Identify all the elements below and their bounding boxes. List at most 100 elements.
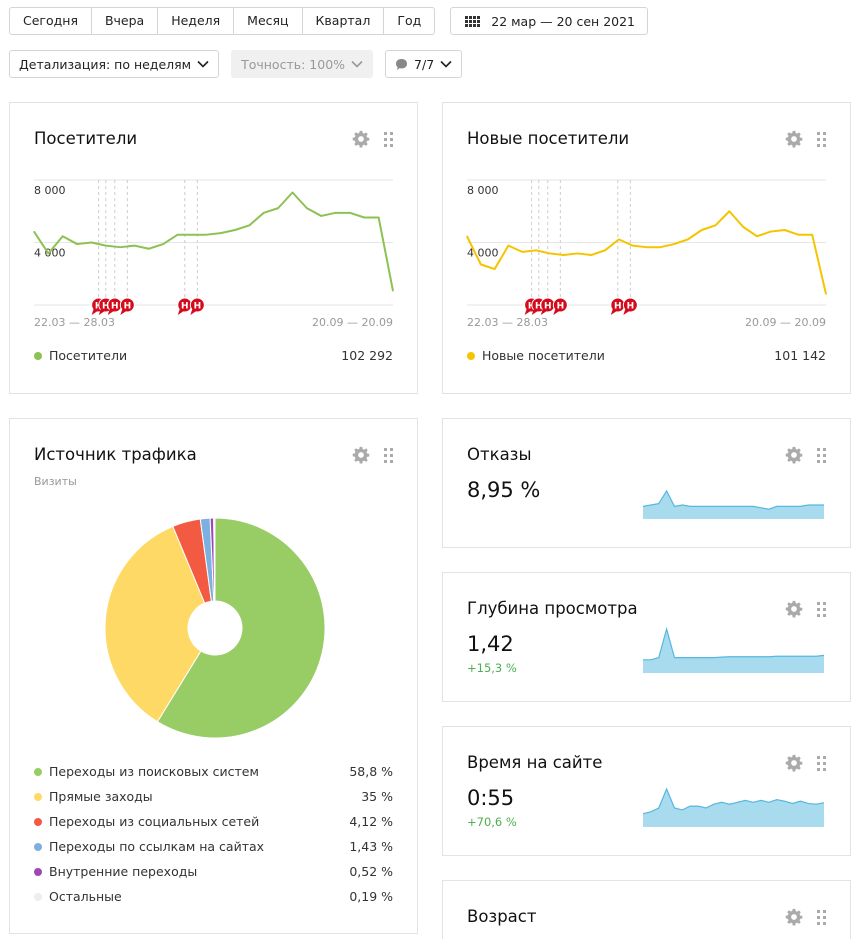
- annotation-marker[interactable]: Н: [610, 297, 626, 315]
- data-point: [770, 230, 772, 233]
- traffic-source-card: Источник трафика Визиты Переходы из поис…: [9, 418, 418, 934]
- data-point: [507, 245, 510, 247]
- legend-dot: [34, 767, 42, 776]
- svg-text:Н: Н: [544, 302, 552, 312]
- gear-icon[interactable]: [785, 446, 803, 464]
- svg-text:Н: Н: [181, 302, 189, 312]
- drag-handle-icon[interactable]: [817, 755, 826, 771]
- drag-handle-icon[interactable]: [384, 131, 393, 147]
- gear-icon[interactable]: [785, 754, 803, 772]
- detail-dropdown[interactable]: Детализация: по неделям: [9, 50, 220, 78]
- traffic-pie-chart: [104, 517, 326, 739]
- drag-handle-icon[interactable]: [817, 131, 826, 147]
- data-point: [480, 263, 482, 265]
- period-today-button[interactable]: Сегодня: [10, 8, 92, 34]
- bounce-card: Отказы 8,95 %: [442, 418, 851, 548]
- sparkline-line: [643, 787, 824, 815]
- data-point: [535, 249, 537, 251]
- pie-slice[interactable]: [104, 525, 206, 723]
- legend-dot: [34, 842, 42, 851]
- y-tick-label: 8 000: [34, 184, 66, 197]
- data-point: [62, 235, 64, 237]
- drag-handle-icon[interactable]: [384, 447, 393, 463]
- sparkline-line: [643, 627, 824, 661]
- data-point: [659, 246, 661, 248]
- pie-slice[interactable]: [156, 517, 326, 739]
- data-point: [783, 229, 786, 231]
- data-point: [220, 232, 222, 234]
- period-month-button[interactable]: Месяц: [234, 8, 303, 34]
- card-tools: [785, 600, 826, 618]
- data-point: [521, 251, 523, 253]
- gear-icon[interactable]: [785, 600, 803, 618]
- legend-value: 0,19 %: [349, 889, 393, 904]
- time-sparkline: [643, 787, 824, 827]
- gear-icon[interactable]: [785, 908, 803, 926]
- new-visitors-legend: Новые посетители 101 142: [467, 348, 826, 363]
- annotation-marker[interactable]: Н: [552, 297, 568, 315]
- svg-text:Н: Н: [614, 302, 622, 312]
- data-point: [133, 245, 136, 247]
- gear-icon[interactable]: [785, 130, 803, 148]
- legend-label: Прямые заходы: [49, 789, 153, 804]
- legend-label: Внутренние переходы: [49, 864, 198, 879]
- data-point: [205, 234, 207, 236]
- traffic-legend-row[interactable]: Переходы из социальных сетей 4,12 %: [34, 814, 393, 829]
- data-point: [105, 245, 107, 247]
- annotation-marker[interactable]: Н: [622, 297, 638, 315]
- annotation-marker[interactable]: Н: [189, 297, 205, 315]
- card-title: Новые посетители: [467, 129, 630, 148]
- drag-handle-icon[interactable]: [817, 601, 826, 617]
- traffic-legend-row[interactable]: Переходы из поисковых систем 58,8 %: [34, 764, 393, 779]
- gear-icon[interactable]: [352, 446, 370, 464]
- bounce-sparkline: [643, 489, 824, 519]
- drag-handle-icon[interactable]: [817, 447, 826, 463]
- depth-sparkline: [643, 627, 824, 673]
- annotation-marker[interactable]: Н: [119, 297, 135, 315]
- data-point: [494, 268, 496, 270]
- annotation-marker[interactable]: Н: [177, 297, 193, 315]
- pie-slice[interactable]: [213, 517, 216, 602]
- chevron-down-icon: [440, 60, 452, 68]
- data-point: [349, 212, 351, 214]
- metric-value: 1,42: [467, 632, 514, 656]
- svg-text:Н: Н: [194, 302, 202, 312]
- legend-value: 4,12 %: [349, 814, 393, 829]
- drag-handle-icon[interactable]: [817, 909, 826, 925]
- series-line: [466, 210, 827, 295]
- traffic-legend-row[interactable]: Остальные 0,19 %: [34, 889, 393, 904]
- card-title: Источник трафика: [34, 445, 197, 464]
- legend-label: Переходы из поисковых систем: [49, 764, 259, 779]
- accuracy-dropdown[interactable]: Точность: 100%: [231, 50, 374, 78]
- period-yesterday-button[interactable]: Вчера: [92, 8, 159, 34]
- gear-icon[interactable]: [352, 130, 370, 148]
- data-point: [742, 226, 744, 228]
- detail-label: Детализация: по неделям: [19, 56, 192, 72]
- period-year-button[interactable]: Год: [397, 13, 422, 28]
- period-week-button[interactable]: Неделя: [158, 8, 235, 34]
- date-range-button[interactable]: 22 мар — 20 сен 2021: [450, 7, 648, 35]
- legend-value: 58,8 %: [349, 764, 393, 779]
- traffic-legend-row[interactable]: Переходы по ссылкам на сайтах 1,43 %: [34, 839, 393, 854]
- legend-label: Переходы по ссылкам на сайтах: [49, 839, 265, 854]
- legend-value: 0,52 %: [349, 864, 393, 879]
- traffic-legend-row[interactable]: Внутренние переходы 0,52 %: [34, 864, 393, 879]
- card-tools: [352, 130, 393, 148]
- annotation-marker[interactable]: Н: [107, 297, 123, 315]
- legend-dot: [34, 867, 42, 876]
- annotation-marker[interactable]: Н: [540, 297, 556, 315]
- data-point: [756, 235, 758, 237]
- legend-dot: [467, 351, 475, 360]
- data-point: [687, 238, 689, 240]
- data-point: [234, 229, 236, 231]
- traffic-legend-row[interactable]: Прямые заходы 35 %: [34, 789, 393, 804]
- period-quarter-button[interactable]: Квартал: [303, 8, 385, 34]
- calendar-icon: [465, 15, 481, 27]
- segments-dropdown[interactable]: 7/7: [385, 50, 463, 78]
- x-tick-label: 22.03 — 28.03: [467, 316, 548, 329]
- card-title: Отказы: [467, 445, 532, 464]
- chevron-down-icon: [197, 60, 209, 68]
- data-point: [76, 243, 78, 245]
- data-point: [590, 254, 592, 256]
